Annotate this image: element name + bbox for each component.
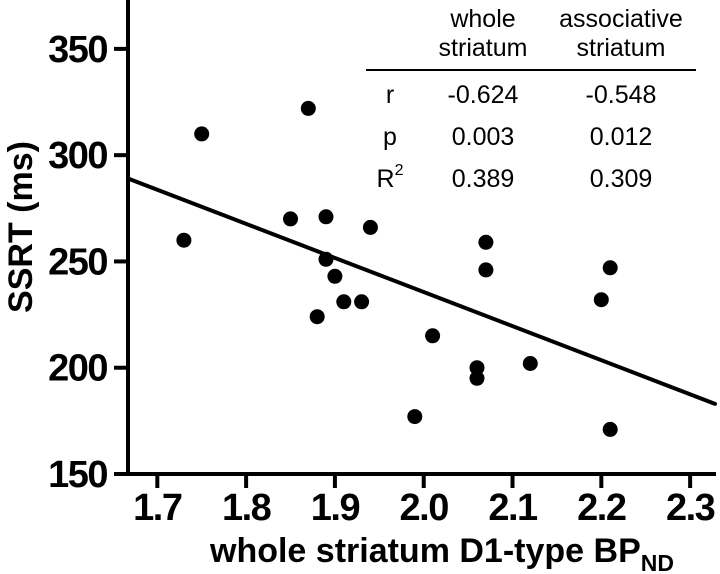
stats-value-p-whole: 0.003 bbox=[451, 122, 515, 151]
data-point bbox=[176, 232, 192, 248]
data-point bbox=[283, 211, 298, 227]
data-point bbox=[469, 360, 485, 376]
x-tick-label: 2.0 bbox=[400, 487, 449, 529]
stats-row-label-r: r bbox=[385, 80, 395, 109]
x-tick-label: 2.2 bbox=[577, 487, 626, 529]
data-point bbox=[469, 370, 485, 386]
data-point bbox=[593, 292, 609, 308]
data-point bbox=[362, 219, 378, 235]
x-tick-label: 2.1 bbox=[488, 487, 538, 529]
stats-table-rule bbox=[366, 69, 696, 71]
y-axis-title: SSRT (ms) bbox=[2, 141, 40, 313]
y-tick-label: 300 bbox=[48, 135, 107, 177]
data-point bbox=[194, 126, 210, 142]
x-axis-title-subscript: ND bbox=[641, 550, 674, 574]
data-point bbox=[522, 356, 538, 371]
stats-col-header-whole-striatum: whole striatum bbox=[438, 5, 528, 62]
data-point bbox=[602, 260, 618, 276]
x-axis-title: whole striatum D1-type BPND bbox=[209, 532, 674, 574]
y-tick-label: 350 bbox=[48, 29, 107, 71]
stats-value-p-associative: 0.012 bbox=[589, 122, 653, 151]
stats-col-header-associative-striatum: associative striatum bbox=[559, 5, 683, 62]
stats-value-r-squared-whole: 0.389 bbox=[451, 164, 515, 193]
x-tick-label: 2.3 bbox=[666, 487, 715, 529]
data-point bbox=[478, 262, 494, 278]
data-point bbox=[318, 251, 334, 267]
data-point bbox=[478, 234, 494, 250]
data-point bbox=[407, 409, 423, 425]
data-point bbox=[336, 294, 352, 310]
data-point bbox=[602, 421, 618, 437]
y-tick-label: 150 bbox=[48, 454, 107, 496]
trend-line bbox=[126, 176, 717, 406]
stats-value-r-squared-associative: 0.309 bbox=[589, 164, 653, 193]
data-point bbox=[425, 328, 441, 344]
data-point bbox=[318, 209, 334, 225]
stats-corner-blank bbox=[358, 5, 422, 63]
x-tick-label: 1.9 bbox=[311, 487, 360, 529]
stats-table-header: whole striatum associative striatum bbox=[358, 5, 698, 63]
x-tick-label: 1.7 bbox=[133, 487, 182, 529]
stats-row-label-p: p bbox=[383, 122, 397, 151]
y-tick-label: 250 bbox=[48, 241, 107, 283]
x-tick-label: 1.8 bbox=[222, 487, 271, 529]
y-tick-label: 200 bbox=[48, 348, 107, 390]
stats-value-r-whole: -0.624 bbox=[447, 80, 519, 109]
data-point bbox=[300, 100, 316, 116]
data-point bbox=[354, 294, 370, 310]
data-point bbox=[327, 268, 343, 284]
data-point bbox=[309, 309, 325, 325]
stats-value-r-associative: -0.548 bbox=[585, 80, 657, 109]
